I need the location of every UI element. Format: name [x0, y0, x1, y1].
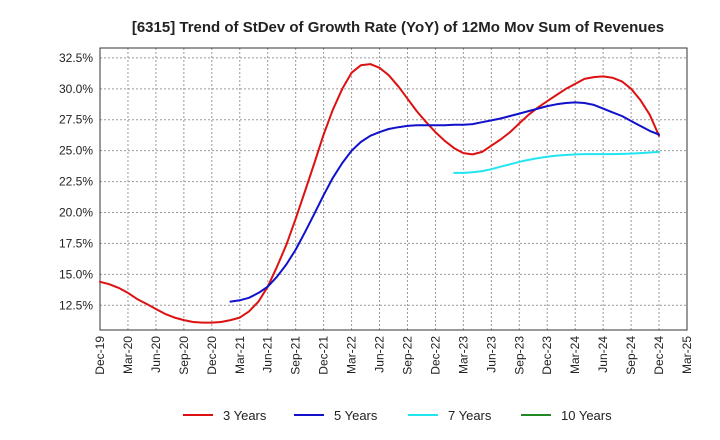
series-line-5-years — [229, 101, 660, 303]
x-tick-label: Mar-21 — [233, 336, 247, 374]
x-tick-label: Mar-20 — [121, 336, 135, 374]
x-tick-label: Sep-23 — [512, 336, 526, 375]
x-tick-label: Dec-22 — [428, 336, 442, 375]
x-tick-label: Sep-21 — [289, 336, 303, 375]
legend: 3 Years 5 Years 7 Years 10 Years — [183, 408, 612, 423]
plot-area-frame — [99, 47, 688, 331]
x-tick-label: Dec-23 — [540, 336, 554, 375]
legend-label: 3 Years — [223, 408, 267, 423]
y-tick-label: 17.5% — [59, 236, 93, 250]
x-tick-label: Jun-22 — [373, 336, 387, 373]
y-tick-label: 12.5% — [59, 298, 93, 312]
legend-label: 5 Years — [334, 408, 378, 423]
y-tick-label: 20.0% — [59, 206, 93, 220]
x-tick-label: Jun-24 — [596, 336, 610, 373]
x-tick-label: Jun-20 — [149, 336, 163, 373]
legend-label: 7 Years — [448, 408, 492, 423]
y-tick-label: 22.5% — [59, 175, 93, 189]
y-axis: 12.5% 15.0% 17.5% 20.0% 22.5% 25.0% 27.5% 30.0%… — [59, 51, 93, 312]
x-tick-label: Mar-25 — [680, 336, 694, 374]
x-tick-label: Sep-20 — [177, 336, 191, 375]
y-tick-label: 27.5% — [59, 113, 93, 127]
gridlines — [100, 48, 687, 330]
legend-label: 10 Years — [561, 408, 612, 423]
x-tick-label: Dec-20 — [205, 336, 219, 375]
y-tick-label: 15.0% — [59, 267, 93, 281]
x-tick-label: Dec-19 — [93, 336, 107, 375]
y-tick-label: 25.0% — [59, 144, 93, 158]
x-tick-label: Mar-23 — [456, 336, 470, 374]
chart-title: [6315] Trend of StDev of Growth Rate (Yo… — [132, 19, 664, 36]
y-tick-label: 32.5% — [59, 51, 93, 65]
series-line-7-years — [453, 150, 660, 174]
series-line-3-years — [99, 63, 660, 324]
x-tick-label: Sep-24 — [624, 336, 638, 375]
series-lines — [99, 63, 660, 324]
x-tick-label: Dec-21 — [317, 336, 331, 375]
x-tick-label: Jun-23 — [484, 336, 498, 373]
x-tick-label: Dec-24 — [652, 336, 666, 375]
x-tick-label: Jun-21 — [261, 336, 275, 373]
x-axis: Dec-19 Mar-20 Jun-20 Sep-20 Dec-20 Mar-21 Jun-… — [93, 336, 694, 375]
x-tick-label: Mar-24 — [568, 336, 582, 374]
y-tick-label: 30.0% — [59, 82, 93, 96]
x-tick-label: Mar-22 — [345, 336, 359, 374]
x-tick-label: Sep-22 — [400, 336, 414, 375]
